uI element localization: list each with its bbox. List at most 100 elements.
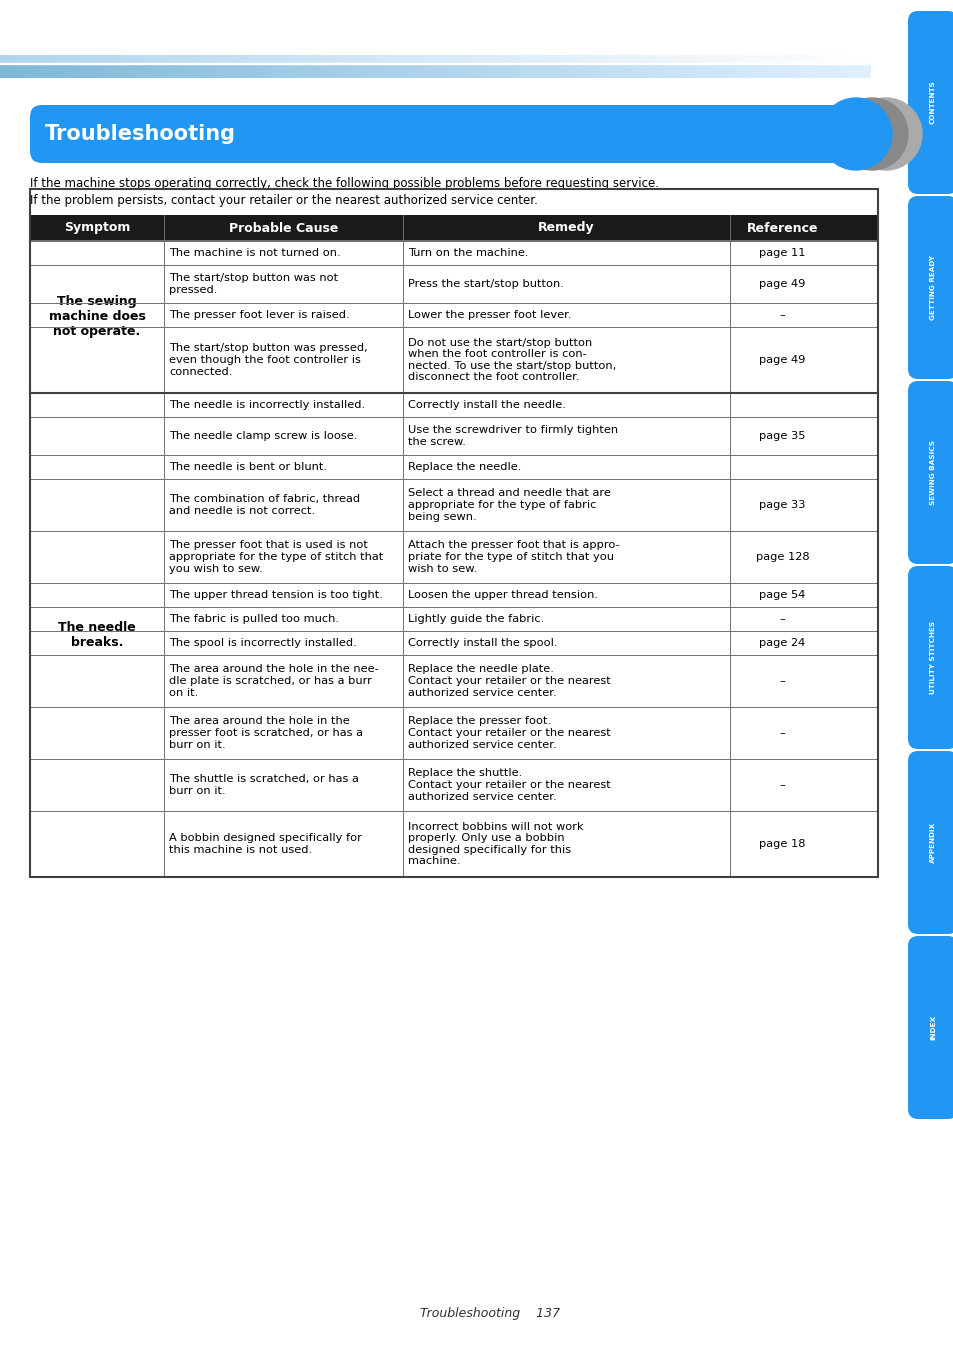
Bar <box>837 63 848 78</box>
Bar <box>152 54 164 62</box>
Bar <box>315 63 327 78</box>
Bar <box>706 63 718 78</box>
Bar <box>499 63 512 78</box>
Bar <box>608 54 620 62</box>
Bar <box>911 755 953 930</box>
Bar <box>511 54 522 62</box>
Bar <box>32 63 45 78</box>
Bar <box>911 200 953 375</box>
Text: page 128: page 128 <box>755 551 808 562</box>
Bar <box>533 54 544 62</box>
Bar <box>684 54 697 62</box>
Text: Turn on the machine.: Turn on the machine. <box>408 248 528 257</box>
Text: If the machine stops operating correctly, check the following possible problems : If the machine stops operating correctly… <box>30 177 659 190</box>
Bar <box>435 54 446 62</box>
Bar <box>163 63 174 78</box>
Bar <box>217 63 229 78</box>
Bar <box>511 63 522 78</box>
Bar <box>217 54 229 62</box>
Text: Correctly install the spool.: Correctly install the spool. <box>408 638 558 648</box>
Text: –: – <box>779 780 784 790</box>
Bar <box>837 54 848 62</box>
Bar <box>728 54 740 62</box>
Bar <box>294 63 305 78</box>
Text: Replace the needle.: Replace the needle. <box>408 462 521 472</box>
Bar <box>22 54 33 62</box>
Bar <box>239 54 251 62</box>
Text: page 35: page 35 <box>759 431 805 441</box>
Bar <box>467 63 479 78</box>
Bar <box>739 54 751 62</box>
Bar <box>521 63 534 78</box>
Bar <box>10 54 23 62</box>
Bar <box>65 63 77 78</box>
Bar <box>348 54 359 62</box>
Text: The fabric is pulled too much.: The fabric is pulled too much. <box>169 613 338 624</box>
Text: Troubleshooting    137: Troubleshooting 137 <box>419 1308 559 1320</box>
FancyBboxPatch shape <box>907 195 953 379</box>
Bar <box>750 54 761 62</box>
Bar <box>911 386 953 559</box>
Text: page 33: page 33 <box>759 500 805 510</box>
Text: The start/stop button was not
pressed.: The start/stop button was not pressed. <box>169 274 337 295</box>
Bar <box>32 54 45 62</box>
Bar <box>543 54 555 62</box>
Bar <box>771 63 783 78</box>
Bar <box>641 63 653 78</box>
Bar <box>326 54 337 62</box>
Bar <box>282 63 294 78</box>
Bar <box>282 54 294 62</box>
Bar <box>30 189 877 878</box>
Text: Lower the presser foot lever.: Lower the presser foot lever. <box>408 310 571 319</box>
Bar <box>413 63 425 78</box>
Bar <box>272 63 283 78</box>
Text: The area around the hole in the
presser foot is scratched, or has a
burr on it.: The area around the hole in the presser … <box>169 716 362 749</box>
Text: The spool is incorrectly installed.: The spool is incorrectly installed. <box>169 638 356 648</box>
Text: Troubleshooting: Troubleshooting <box>45 124 235 144</box>
Text: Use the screwdriver to firmly tighten
the screw.: Use the screwdriver to firmly tighten th… <box>408 425 618 446</box>
Bar <box>554 54 566 62</box>
Bar <box>445 54 457 62</box>
Text: Loosen the upper thread tension.: Loosen the upper thread tension. <box>408 590 598 600</box>
Text: The presser foot that is used is not
appropriate for the type of stitch that
you: The presser foot that is used is not app… <box>169 541 383 574</box>
Bar <box>478 63 490 78</box>
Text: page 49: page 49 <box>759 279 805 288</box>
Bar <box>424 54 436 62</box>
FancyBboxPatch shape <box>907 11 953 194</box>
Bar <box>131 63 142 78</box>
Text: If the problem persists, contact your retailer or the nearest authorized service: If the problem persists, contact your re… <box>30 194 537 208</box>
Bar <box>185 54 196 62</box>
Bar <box>304 63 316 78</box>
Bar <box>533 63 544 78</box>
Bar <box>109 54 120 62</box>
Bar <box>195 63 208 78</box>
Bar <box>565 63 577 78</box>
Text: Reference: Reference <box>746 221 818 235</box>
Bar <box>315 54 327 62</box>
Text: Incorrect bobbins will not work
properly. Only use a bobbin
designed specificall: Incorrect bobbins will not work properly… <box>408 821 583 867</box>
Text: The needle is bent or blunt.: The needle is bent or blunt. <box>169 462 327 472</box>
Bar <box>696 54 707 62</box>
Circle shape <box>820 98 891 170</box>
Bar <box>173 54 186 62</box>
Bar <box>228 54 240 62</box>
Text: Remedy: Remedy <box>537 221 594 235</box>
Text: GETTING READY: GETTING READY <box>929 255 935 319</box>
Text: The area around the hole in the nee-
dle plate is scratched, or has a burr
on it: The area around the hole in the nee- dle… <box>169 665 378 698</box>
Bar <box>859 63 870 78</box>
Bar <box>336 63 349 78</box>
Bar <box>326 63 337 78</box>
Bar <box>98 54 110 62</box>
Bar <box>272 54 283 62</box>
Bar <box>141 54 153 62</box>
Bar <box>0 54 11 62</box>
Bar <box>336 54 349 62</box>
Bar <box>619 54 631 62</box>
Bar <box>815 63 826 78</box>
Bar <box>435 63 446 78</box>
Bar <box>662 63 675 78</box>
Bar <box>207 63 218 78</box>
Text: Select a thread and needle that are
appropriate for the type of fabric
being sew: Select a thread and needle that are appr… <box>408 488 610 522</box>
Bar <box>0 62 869 63</box>
Text: The combination of fabric, thread
and needle is not correct.: The combination of fabric, thread and ne… <box>169 495 359 516</box>
